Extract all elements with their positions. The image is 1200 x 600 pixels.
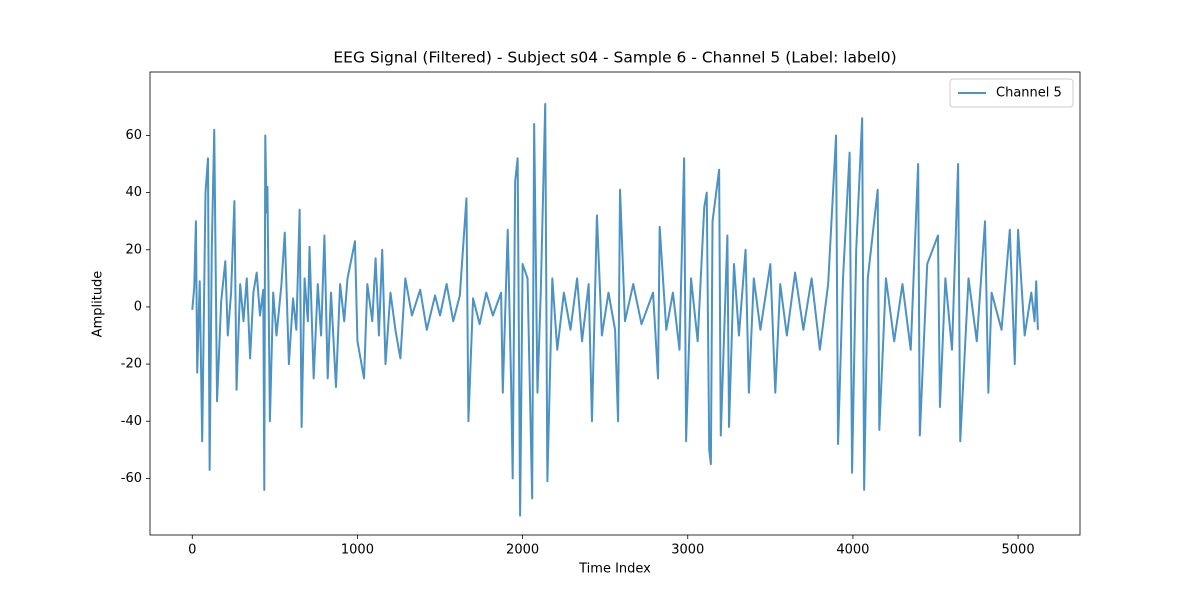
x-axis-label: Time Index <box>578 562 651 577</box>
y-tick-label: -60 <box>121 471 142 486</box>
x-tick-label: 4000 <box>836 543 869 558</box>
axes-frame <box>149 71 1081 536</box>
chart-title: EEG Signal (Filtered) - Subject s04 - Sa… <box>333 49 896 67</box>
legend-box <box>949 78 1074 108</box>
x-tick-label: 5000 <box>1002 543 1035 558</box>
y-tick-label: 0 <box>134 299 142 314</box>
y-tick-label: -40 <box>121 414 142 429</box>
y-tick-label: -20 <box>121 357 142 372</box>
y-tick-label: 40 <box>125 185 142 200</box>
series-line <box>191 103 1039 517</box>
y-tick-label: 20 <box>125 242 142 257</box>
x-tick-label: 1000 <box>341 543 374 558</box>
x-tick-label: 0 <box>188 543 196 558</box>
legend-label: Channel 5 <box>996 86 1062 101</box>
y-tick-label: 60 <box>125 128 142 143</box>
y-axis-label: Amplitude <box>91 271 106 338</box>
x-tick-label: 2000 <box>506 543 539 558</box>
x-tick-label: 3000 <box>671 543 704 558</box>
